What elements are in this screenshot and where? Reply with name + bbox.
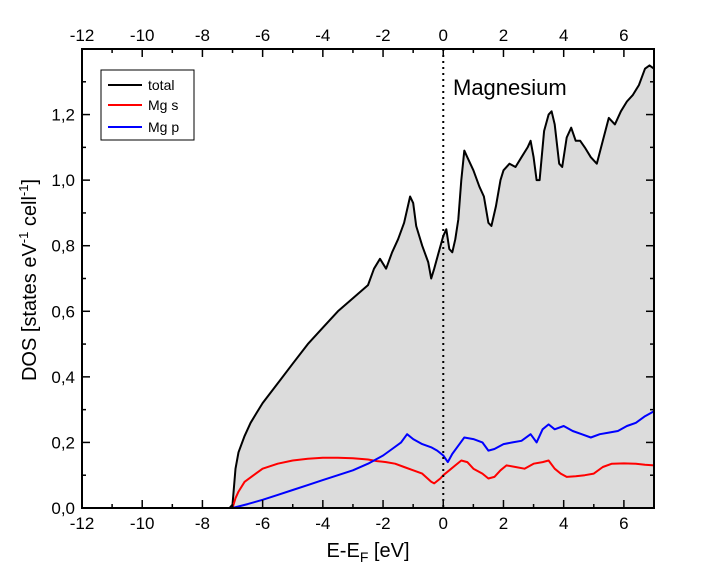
x-tick-label-bottom: -6: [255, 514, 270, 533]
x-tick-label-top: 6: [619, 26, 628, 45]
y-tick-label: 1,2: [51, 106, 75, 125]
x-tick-label-bottom: 6: [619, 514, 628, 533]
x-tick-label-bottom: -2: [375, 514, 390, 533]
x-tick-label-top: -2: [375, 26, 390, 45]
x-tick-label-top: 4: [559, 26, 568, 45]
y-tick-label: 0,0: [51, 499, 75, 518]
x-tick-label-top: -6: [255, 26, 270, 45]
series-line-total: [82, 64, 655, 509]
x-tick-label-bottom: -8: [195, 514, 210, 533]
tick-layer: -12 -12 -10 -10 -8 -8 -6 -6 -4 -4 -2 -2 0 0 2 2 4 4 6 6 0,0 0…: [51, 26, 655, 533]
x-tick-label-top: 0: [439, 26, 448, 45]
series-line-mg-s: [231, 456, 655, 509]
series-layer: [82, 64, 655, 509]
y-tick-label: 1,0: [51, 171, 75, 190]
x-axis-label: E-EF [eV]: [326, 540, 409, 565]
series-line-mg-p: [232, 410, 655, 509]
y-tick-label: 0,6: [51, 302, 75, 321]
legend-label-mg-s: Mg s: [148, 97, 178, 113]
annotation-label: Magnesium: [453, 75, 567, 100]
y-tick-label: 0,2: [51, 433, 75, 452]
x-tick-label-bottom: -10: [130, 514, 155, 533]
y-axis-label: DOS [states eV-1 cell-1]: [16, 179, 41, 381]
x-tick-label-top: -10: [130, 26, 155, 45]
x-tick-label-top: 2: [499, 26, 508, 45]
legend: total Mg s Mg p: [100, 69, 195, 141]
x-tick-label-top: -4: [315, 26, 330, 45]
x-tick-label-top: -8: [195, 26, 210, 45]
legend-label-total: total: [148, 77, 174, 93]
x-tick-label-bottom: -12: [70, 514, 95, 533]
x-tick-label-bottom: -4: [315, 514, 330, 533]
x-tick-label-top: -12: [70, 26, 95, 45]
x-tick-label-bottom: 4: [559, 514, 568, 533]
series-fill-total: [82, 65, 654, 509]
x-tick-label-bottom: 2: [499, 514, 508, 533]
y-tick-label: 0,8: [51, 237, 75, 256]
x-tick-label-bottom: 0: [439, 514, 448, 533]
legend-label-mg-p: Mg p: [148, 119, 179, 135]
y-tick-label: 0,4: [51, 368, 75, 387]
